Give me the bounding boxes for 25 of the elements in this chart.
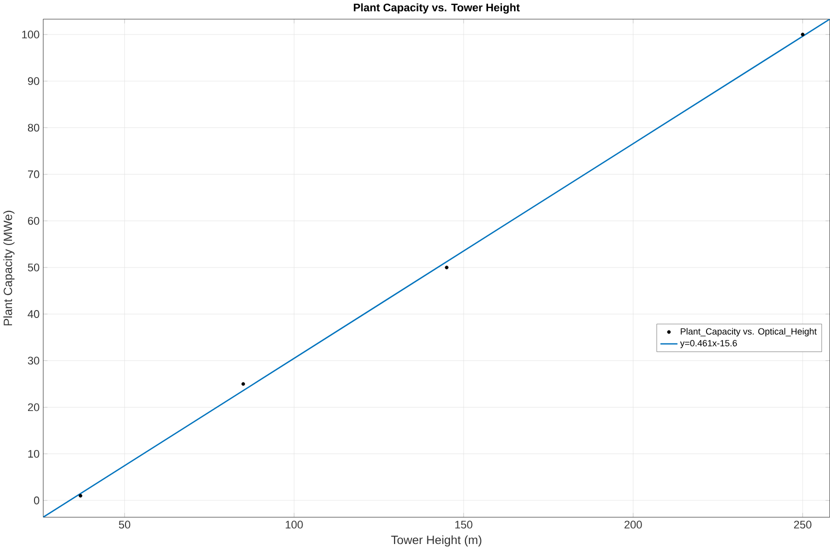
y-tick-label: 0 xyxy=(34,496,40,504)
x-tick-label: 100 xyxy=(286,520,303,529)
y-tick-label: 80 xyxy=(28,124,40,132)
y-tick-label: 100 xyxy=(22,30,40,38)
y-tick-label: 60 xyxy=(28,217,40,225)
y-axis-title: Plant Capacity (MWe) xyxy=(3,210,15,326)
x-tick-label: 50 xyxy=(118,520,130,529)
point xyxy=(800,32,804,36)
x-tick-label: 150 xyxy=(455,520,472,529)
y-tick-label: 90 xyxy=(28,77,40,86)
point xyxy=(444,266,448,270)
x-tick-label: 200 xyxy=(624,520,642,529)
point xyxy=(241,382,246,386)
y-tick-label: 10 xyxy=(28,450,40,458)
y-tick-label: 40 xyxy=(28,310,40,318)
x-tick-label: 250 xyxy=(794,520,812,529)
x-axis-title: Tower Height (m) xyxy=(391,535,482,547)
y-tick-label: 20 xyxy=(28,403,40,412)
point xyxy=(78,494,82,498)
y-tick-label: 70 xyxy=(28,170,40,178)
y-tick-label: 30 xyxy=(28,356,40,365)
y-tick-label: 50 xyxy=(28,264,40,272)
chart-title: Plant Capacity vs. Tower Height xyxy=(354,3,520,14)
legend-label: y=0.461x-15.6 xyxy=(680,340,737,348)
legend-label: Plant_Capacity vs. Optical_Height xyxy=(680,328,817,336)
